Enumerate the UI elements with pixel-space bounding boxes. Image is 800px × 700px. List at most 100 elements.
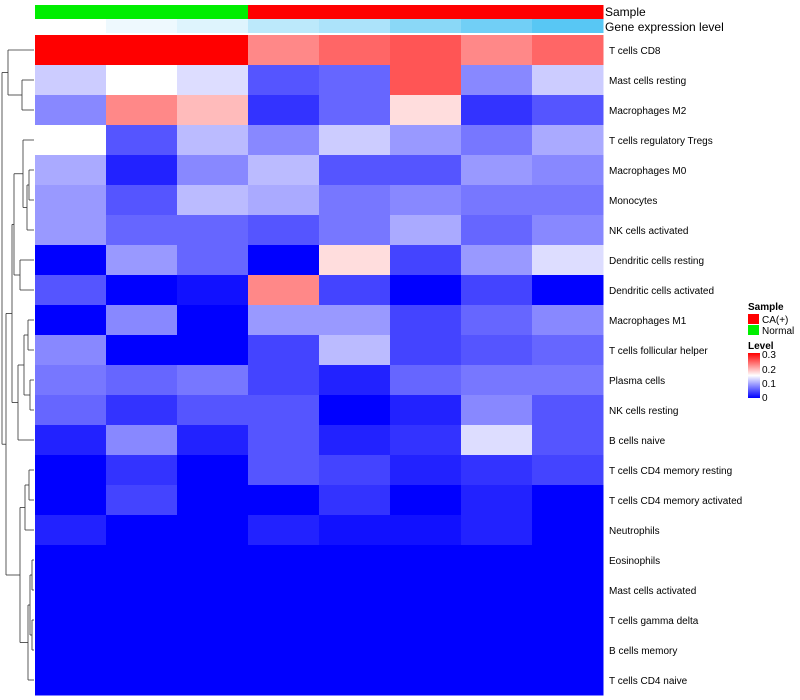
heatmap-cell [106, 425, 178, 456]
heatmap-cell [461, 485, 533, 516]
heatmap-cell [319, 575, 391, 606]
heatmap-cell [390, 485, 462, 516]
heatmap-cell [319, 605, 391, 636]
heatmap-cell [532, 545, 604, 576]
legend-tick-0.3: 0.3 [762, 350, 776, 361]
heatmap-cell [461, 575, 533, 606]
heatmap-cell [319, 425, 391, 456]
legend: Sample CA(+) Normal Level 0.3 0.2 0.1 0 [748, 302, 794, 404]
heatmap-cell [390, 245, 462, 276]
heatmap-cell [106, 95, 178, 126]
heatmap-cell [461, 215, 533, 246]
heatmap-cell [248, 245, 320, 276]
heatmap-cell [532, 125, 604, 156]
row-label: Dendritic cells resting [609, 256, 704, 267]
heatmap-cell [177, 665, 249, 696]
heatmap-cell [177, 455, 249, 486]
heatmap-cell [461, 425, 533, 456]
annotation-sample-cell [319, 5, 391, 19]
heatmap-cell [319, 545, 391, 576]
heatmap-cell [319, 275, 391, 306]
heatmap-cell [461, 515, 533, 546]
legend-title-level: Level [748, 341, 774, 352]
heatmap-cell [248, 395, 320, 426]
legend-tick-0: 0 [762, 393, 768, 404]
heatmap-cell [461, 155, 533, 186]
heatmap-cell [390, 575, 462, 606]
row-label: Mast cells resting [609, 76, 686, 87]
heatmap-cell [248, 35, 320, 66]
heatmap-cell [35, 125, 107, 156]
heatmap-cell [532, 575, 604, 606]
legend-swatch-normal [748, 325, 759, 335]
row-label: Neutrophils [609, 526, 660, 537]
annotation-label-sample: Sample [605, 5, 646, 19]
row-label: Eosinophils [609, 556, 660, 567]
row-label: T cells CD8 [609, 46, 661, 57]
heatmap-cell [106, 455, 178, 486]
row-label: T cells CD4 naive [609, 676, 688, 687]
heatmap-cell [177, 35, 249, 66]
heatmap-cell [532, 215, 604, 246]
heatmap-cell [461, 605, 533, 636]
heatmap-cell [35, 455, 107, 486]
annotation-sample-cell [248, 5, 320, 19]
heatmap-cell [319, 65, 391, 96]
row-label: Macrophages M1 [609, 316, 687, 327]
heatmap-cell [390, 395, 462, 426]
heatmap-cell [532, 245, 604, 276]
heatmap-cell [177, 485, 249, 516]
heatmap-cell [35, 185, 107, 216]
heatmap-cell [461, 305, 533, 336]
annotation-sample-cell [177, 5, 249, 19]
heatmap-cell [35, 335, 107, 366]
heatmap-cell [35, 305, 107, 336]
heatmap-cell [177, 335, 249, 366]
heatmap-cell [35, 395, 107, 426]
legend-tick-0.1: 0.1 [762, 379, 776, 390]
heatmap-cell [461, 545, 533, 576]
heatmap-cell [319, 35, 391, 66]
heatmap-cell [248, 215, 320, 246]
heatmap-cell [177, 95, 249, 126]
heatmap-cell [106, 485, 178, 516]
heatmap-cell [319, 635, 391, 666]
heatmap-cell [35, 515, 107, 546]
heatmap-cell [319, 185, 391, 216]
heatmap-cells [35, 35, 604, 696]
heatmap-cell [106, 575, 178, 606]
heatmap-cell [390, 275, 462, 306]
heatmap-cell [319, 305, 391, 336]
heatmap-cell [248, 335, 320, 366]
heatmap-cell [35, 605, 107, 636]
heatmap-cell [461, 95, 533, 126]
heatmap-cell [248, 425, 320, 456]
heatmap-cell [177, 155, 249, 186]
annotation-sample-cell [461, 5, 533, 19]
heatmap-cell [106, 605, 178, 636]
heatmap-cell [390, 65, 462, 96]
row-label: B cells naive [609, 436, 666, 447]
heatmap-cell [248, 545, 320, 576]
heatmap-cell [106, 245, 178, 276]
heatmap-cell [532, 35, 604, 66]
heatmap-cell [319, 455, 391, 486]
heatmap-cell [532, 605, 604, 636]
heatmap-cell [390, 35, 462, 66]
heatmap-cell [390, 305, 462, 336]
heatmap-cell [319, 245, 391, 276]
heatmap-cell [248, 275, 320, 306]
heatmap-cell [35, 635, 107, 666]
heatmap-cell [319, 365, 391, 396]
heatmap-cell [461, 665, 533, 696]
row-label: T cells CD4 memory resting [609, 466, 732, 477]
row-labels: T cells CD8 Mast cells resting Macrophages… [609, 46, 742, 687]
heatmap-cell [390, 605, 462, 636]
heatmap-cell [35, 95, 107, 126]
heatmap-cell [461, 245, 533, 276]
heatmap-cell [390, 515, 462, 546]
heatmap-cell [532, 635, 604, 666]
heatmap-cell [532, 515, 604, 546]
heatmap-cell [390, 335, 462, 366]
